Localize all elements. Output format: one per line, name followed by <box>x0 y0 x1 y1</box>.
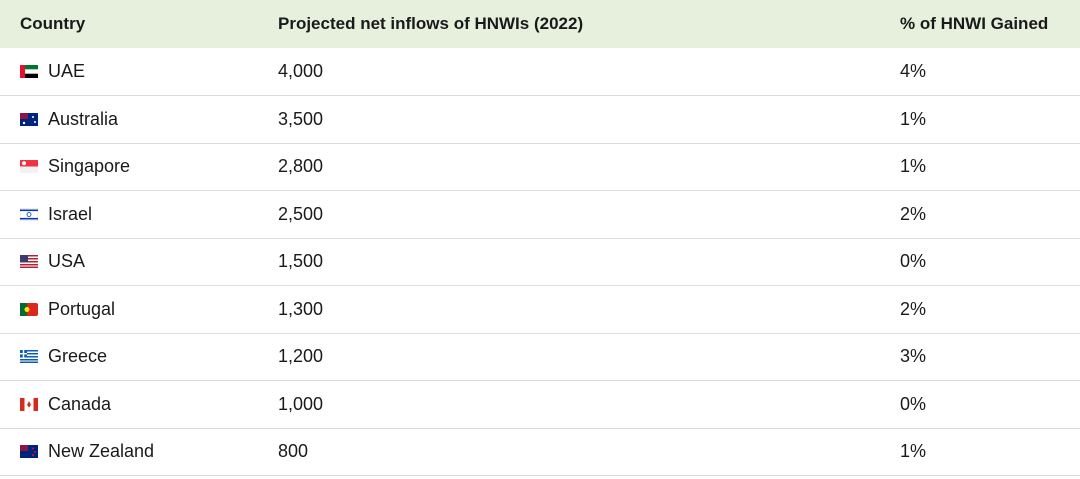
table-cell: 2,800 <box>278 156 324 176</box>
table-cell: 4% <box>900 61 927 81</box>
table-cell: Canada <box>48 393 112 414</box>
table-cell: 1% <box>900 108 927 129</box>
flag-icon <box>20 207 38 221</box>
header-cell: Country <box>20 14 86 33</box>
table-cell: 3,500 <box>278 108 324 129</box>
table-row: UAE 4,000 4% <box>0 48 1080 96</box>
table-cell: 1% <box>900 441 927 461</box>
table-cell: Greece <box>48 346 108 366</box>
table-cell: New Zealand <box>48 441 155 461</box>
table-row: New Zealand 800 1% <box>0 428 1080 476</box>
table-cell: Australia <box>48 108 119 129</box>
table-cell: 1,300 <box>278 298 324 319</box>
flag-icon <box>20 397 38 411</box>
flag-icon <box>20 350 38 363</box>
table-cell: 800 <box>278 441 309 461</box>
table-cell: UAE <box>48 61 86 81</box>
table-cell: 2,500 <box>278 203 324 224</box>
header-cell: Projected net inflows of HNWIs (2022) <box>278 14 584 33</box>
table-cell: Israel <box>48 203 93 224</box>
table-cell: 1,500 <box>278 251 324 271</box>
table-row: Israel 2,500 2% <box>0 191 1080 239</box>
table-row: Singapore 2,800 1% <box>0 143 1080 191</box>
table-cell: 3% <box>900 346 927 366</box>
table-cell: 1,200 <box>278 346 324 366</box>
flag-icon <box>20 255 38 268</box>
table-cell: 2% <box>900 298 927 319</box>
table-row: USA 1,500 0% <box>0 238 1080 286</box>
flag-icon <box>20 65 38 78</box>
header-cell: % of HNWI Gained <box>900 14 1049 33</box>
table-cell: 0% <box>900 393 927 414</box>
table-cell: Portugal <box>48 298 116 319</box>
flag-icon <box>20 302 38 316</box>
table-row: Portugal 1,300 2% <box>0 286 1080 334</box>
table-row: Australia 3,500 1% <box>0 96 1080 144</box>
flag-icon <box>20 160 38 173</box>
flag-icon <box>20 112 38 126</box>
table-cell: Singapore <box>48 156 131 176</box>
table-row: Canada 1,000 0% <box>0 381 1080 429</box>
table-cell: USA <box>48 251 86 271</box>
table-cell: 0% <box>900 251 927 271</box>
table-cell: 1,000 <box>278 393 324 414</box>
header-row: Country Projected net inflows of HNWIs (… <box>0 0 1080 48</box>
table-row: Greece 1,200 3% <box>0 333 1080 381</box>
table-cell: 1% <box>900 156 927 176</box>
table-cell: 4,000 <box>278 61 324 81</box>
table-cell: 2% <box>900 203 927 224</box>
flag-icon <box>20 445 38 458</box>
